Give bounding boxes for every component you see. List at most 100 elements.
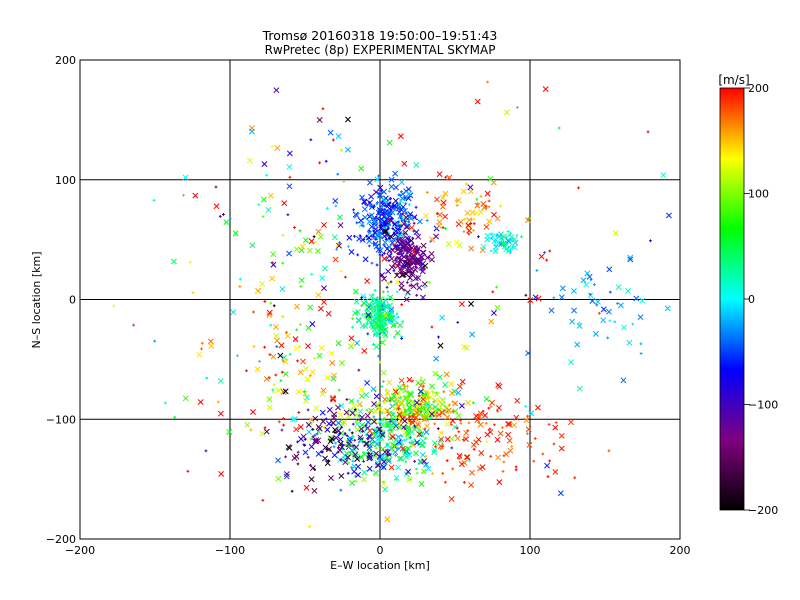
data-point: [617, 302, 624, 309]
data-point: [504, 235, 508, 239]
y-tick-label: 0: [69, 294, 76, 307]
data-point: [392, 419, 398, 426]
data-point: [378, 230, 382, 234]
data-point: [270, 251, 277, 258]
data-point: [364, 379, 371, 386]
data-point: [312, 415, 319, 422]
data-point: [447, 409, 451, 413]
data-point: [456, 452, 463, 459]
data-point: [450, 446, 454, 450]
data-point: [538, 253, 545, 260]
data-point: [595, 303, 599, 307]
data-point: [552, 442, 556, 446]
data-point: [380, 407, 387, 414]
data-point: [424, 454, 428, 458]
data-point: [331, 414, 338, 421]
data-point: [464, 210, 471, 216]
data-point: [430, 390, 434, 394]
data-point: [340, 148, 343, 152]
data-point: [404, 413, 408, 417]
data-point: [281, 354, 288, 361]
data-point: [336, 242, 343, 249]
y-axis-label: N–S location [km]: [30, 251, 43, 348]
data-point: [432, 403, 439, 410]
data-point: [317, 233, 324, 240]
data-point: [375, 202, 379, 206]
data-point: [425, 190, 429, 194]
data-point: [559, 285, 566, 292]
data-point: [511, 245, 514, 249]
data-point: [446, 174, 453, 181]
data-point: [274, 373, 278, 377]
data-point: [411, 242, 415, 246]
data-point: [437, 342, 444, 349]
data-point: [182, 193, 185, 197]
data-point: [321, 285, 327, 292]
data-point: [548, 459, 551, 463]
data-point: [398, 179, 405, 186]
data-point: [388, 316, 392, 320]
data-point: [433, 233, 440, 240]
data-point: [649, 239, 652, 243]
data-point: [322, 265, 328, 272]
data-point: [290, 416, 297, 423]
data-point: [385, 257, 388, 261]
data-point: [433, 196, 440, 203]
data-point: [400, 249, 404, 253]
data-point: [366, 445, 373, 452]
data-point: [365, 312, 372, 318]
data-point: [454, 198, 458, 202]
data-point: [331, 138, 335, 142]
data-point: [588, 292, 592, 296]
data-point: [374, 237, 378, 241]
data-point: [456, 242, 463, 249]
data-point: [273, 87, 280, 94]
data-point: [331, 234, 338, 241]
data-point: [405, 402, 409, 406]
data-point: [339, 488, 343, 492]
data-point: [505, 421, 512, 428]
data-point: [525, 426, 532, 433]
data-point: [592, 283, 596, 286]
data-point: [437, 438, 444, 445]
data-point: [503, 109, 510, 116]
data-point: [439, 314, 446, 321]
data-point: [386, 253, 393, 260]
data-point: [445, 459, 449, 463]
data-point: [414, 205, 418, 209]
data-point: [406, 390, 410, 393]
data-point: [419, 376, 423, 380]
data-point: [132, 323, 135, 327]
data-points: [112, 80, 672, 528]
data-point: [443, 480, 447, 484]
data-point: [408, 215, 415, 222]
data-point: [294, 303, 300, 310]
data-point: [381, 255, 388, 262]
data-point: [339, 269, 343, 273]
data-point: [258, 359, 261, 363]
data-point: [372, 232, 376, 236]
data-point: [499, 204, 502, 208]
data-point: [382, 252, 386, 255]
data-point: [382, 312, 389, 319]
data-point: [173, 415, 177, 419]
data-point: [338, 473, 345, 479]
data-point: [385, 454, 388, 458]
data-point: [367, 244, 371, 248]
data-point: [325, 310, 332, 317]
data-point: [328, 350, 335, 357]
data-point: [384, 203, 388, 207]
data-point: [371, 293, 375, 297]
data-point: [412, 275, 419, 282]
data-point: [374, 402, 381, 409]
data-point: [295, 328, 299, 332]
data-point: [368, 204, 375, 210]
data-point: [325, 459, 329, 463]
data-point: [428, 411, 435, 418]
data-point: [571, 307, 578, 314]
data-point: [309, 465, 316, 472]
data-point: [613, 320, 617, 324]
data-point: [396, 209, 403, 216]
data-point: [376, 229, 380, 233]
data-point: [461, 459, 468, 466]
